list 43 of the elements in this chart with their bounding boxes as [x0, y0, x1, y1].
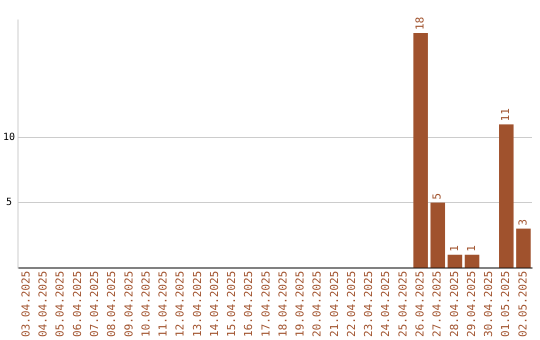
- x-tick-label: 01.05.2025: [499, 270, 512, 338]
- x-tick-label: 11.04.2025: [156, 270, 170, 338]
- bar: [516, 228, 531, 268]
- x-tick-label: 26.04.2025: [414, 270, 426, 338]
- bar: [430, 202, 446, 268]
- data-label: 5: [430, 192, 444, 200]
- x-tick-label: 07.04.2025: [88, 270, 101, 338]
- x-tick-label: 08.04.2025: [105, 270, 118, 338]
- bar: [413, 33, 428, 268]
- x-tick-label: 20.04.2025: [310, 270, 324, 338]
- x-tick-label: 15.04.2025: [225, 270, 238, 338]
- x-tick-label: 19.04.2025: [294, 270, 307, 338]
- x-tick-label: 05.04.2025: [54, 270, 67, 338]
- x-tick-label: 29.04.2025: [464, 270, 478, 338]
- x-tick-label: 24.04.2025: [379, 270, 392, 338]
- data-label: 11: [499, 108, 512, 122]
- x-tick-label: 03.04.2025: [19, 270, 32, 338]
- data-label: 1: [464, 245, 478, 252]
- x-tick-label: 28.04.2025: [448, 270, 461, 338]
- x-tick-label: 14.04.2025: [208, 270, 221, 338]
- x-tick-label: 04.04.2025: [36, 270, 50, 338]
- bar: [448, 254, 462, 268]
- x-tick-label: 09.04.2025: [122, 270, 136, 338]
- data-label: 3: [516, 219, 530, 226]
- bar: [464, 254, 480, 268]
- bar: [499, 124, 514, 268]
- x-tick-label: 30.04.2025: [482, 270, 496, 338]
- x-tick-label: 06.04.2025: [70, 270, 84, 338]
- x-tick-label: 21.04.2025: [328, 270, 341, 338]
- x-tick-label: 10.04.2025: [139, 270, 152, 338]
- data-label: 1: [448, 245, 461, 252]
- x-tick-label: 13.04.2025: [190, 270, 204, 338]
- data-label: 18: [414, 16, 426, 30]
- x-tick-label: 12.04.2025: [174, 270, 187, 338]
- x-tick-label: 18.04.2025: [276, 270, 290, 338]
- x-tick-label: 23.04.2025: [362, 270, 376, 338]
- x-tick-label: 25.04.2025: [396, 270, 410, 338]
- x-tick-label: 22.04.2025: [344, 270, 358, 338]
- x-tick-label: 02.05.2025: [516, 270, 530, 338]
- x-tick-label: 16.04.2025: [242, 270, 256, 338]
- y-tick-label: 10: [2, 132, 16, 143]
- x-tick-label: 27.04.2025: [430, 270, 444, 338]
- x-tick-label: 17.04.2025: [259, 270, 272, 338]
